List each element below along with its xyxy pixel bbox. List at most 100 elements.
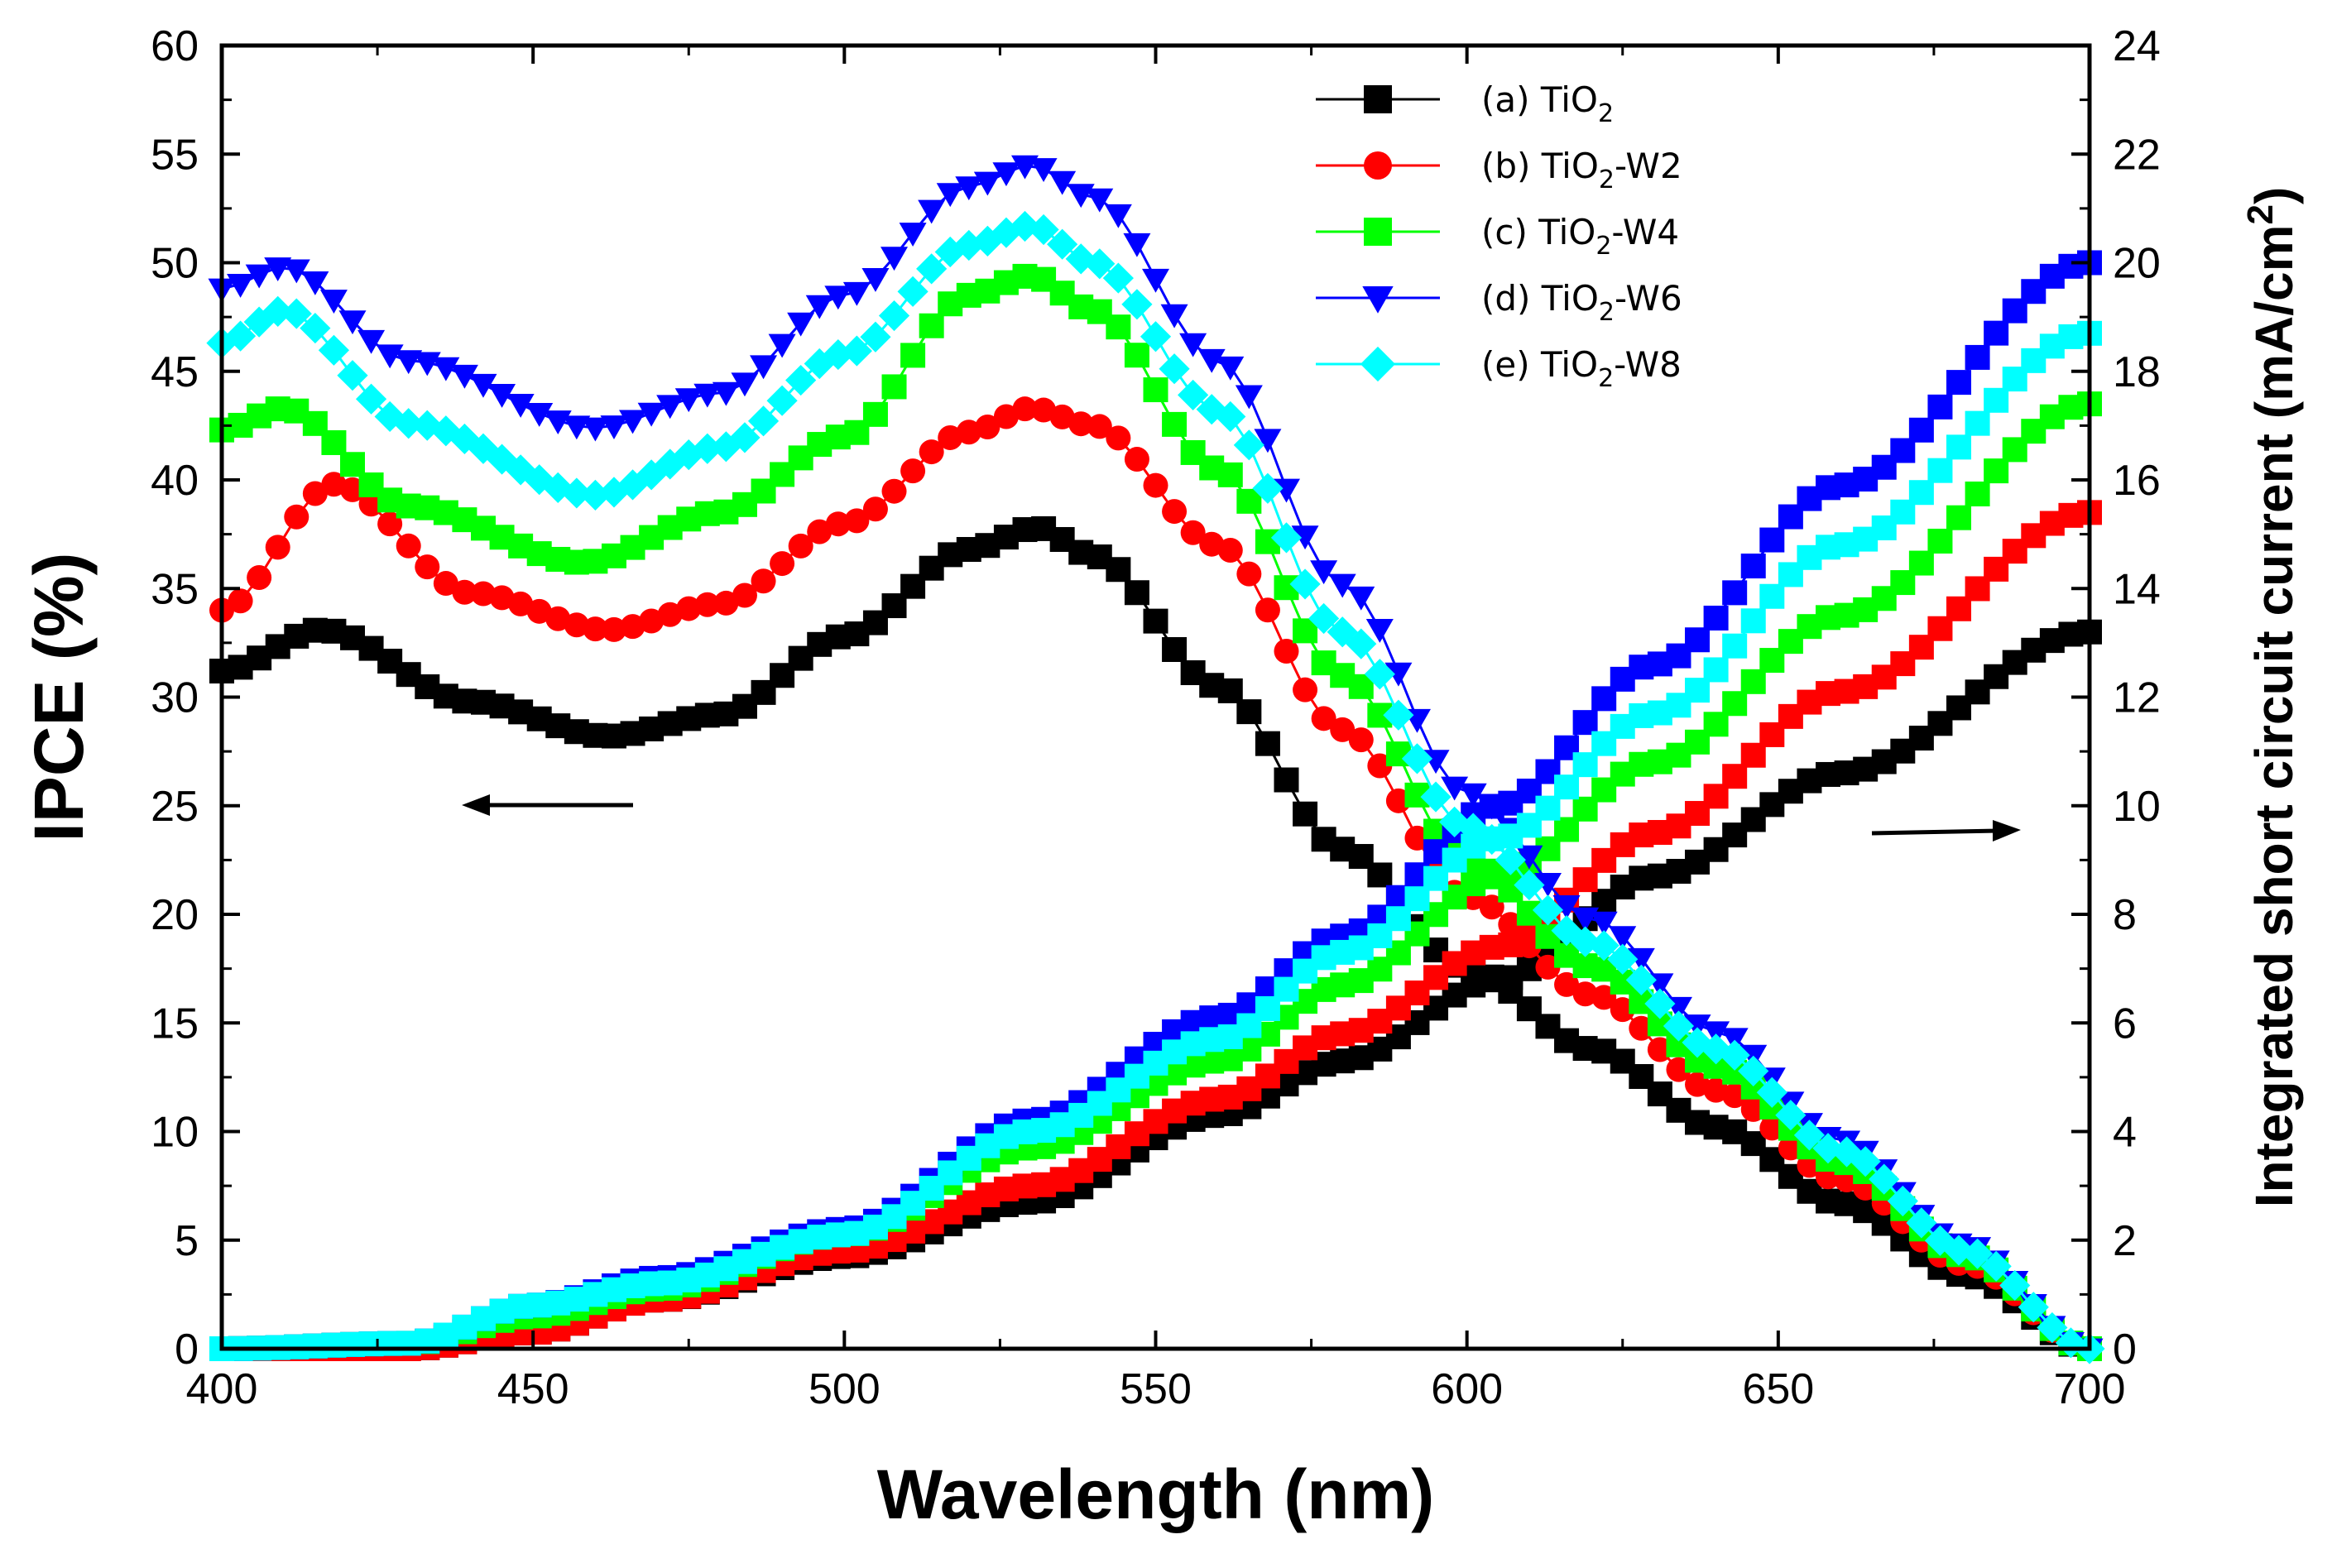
axis-indicator-arrows	[462, 794, 2021, 842]
ipce-point	[415, 554, 440, 580]
ipce-point	[430, 415, 462, 447]
ipce-point	[900, 458, 926, 484]
ipce-point	[486, 444, 518, 475]
jsc-point	[1965, 481, 1990, 506]
y-right-tick-label: 22	[2113, 131, 2161, 179]
plot-area	[206, 155, 2105, 1364]
y-left-axis-title: IPCE (%)	[20, 552, 98, 842]
jsc-point	[1908, 480, 1934, 506]
ipce-point	[1364, 659, 1395, 690]
ipce-point	[411, 410, 443, 441]
legend-label-sub: 2	[1595, 232, 1611, 261]
ipce-point	[768, 333, 796, 358]
y-right-tick-label: 4	[2113, 1109, 2137, 1157]
legend-entry: (c) TiO2-W4	[1316, 212, 1679, 261]
ipce-point	[1607, 943, 1639, 975]
ipce-point	[1162, 499, 1188, 525]
jsc-point	[1965, 410, 1990, 436]
ipce-point	[1609, 926, 1637, 951]
ipce-point	[694, 592, 720, 617]
y-right-tick-label: 20	[2113, 240, 2161, 288]
jsc-point	[1927, 528, 1953, 554]
ipce-point	[1047, 228, 1078, 260]
ipce-point	[993, 404, 1019, 429]
ipce-point	[1102, 262, 1134, 294]
ipce-point	[1385, 788, 1411, 813]
ipce-point	[1647, 1037, 1672, 1062]
y-left-tick-label: 20	[151, 891, 199, 939]
y-right-tick-label: 12	[2113, 674, 2161, 722]
jsc-point	[1554, 774, 1580, 800]
legend-label-prefix: (b) TiO	[1481, 146, 1599, 186]
ipce-point	[860, 321, 891, 352]
ipce-point	[1104, 204, 1132, 228]
ipce-point	[956, 420, 981, 445]
legend-marker	[1364, 151, 1392, 180]
ipce-point	[301, 271, 329, 295]
ipce-point	[1348, 727, 1374, 753]
ipce-point	[339, 477, 365, 502]
ipce-point	[545, 606, 571, 631]
y-left-tick-label: 55	[151, 131, 199, 179]
y-right-tick-label: 14	[2113, 565, 2161, 613]
ipce-point	[1702, 1021, 1730, 1046]
jsc-point	[1984, 387, 2009, 413]
ipce-point	[581, 417, 609, 442]
ipce-point	[1233, 429, 1264, 461]
ipce-point	[805, 295, 833, 319]
legend-label-sub: 2	[1599, 298, 1615, 327]
ipce-point	[2018, 1292, 2049, 1323]
ipce-point	[1084, 248, 1116, 280]
jsc-point	[1685, 627, 1711, 653]
ipce-point	[1252, 472, 1284, 504]
ipce-point	[1179, 333, 1207, 357]
ipce-point	[1289, 568, 1321, 600]
ipce-point	[712, 381, 740, 406]
jsc-point	[1759, 583, 1785, 609]
ipce-point	[1124, 580, 1149, 606]
ipce-point	[284, 504, 309, 530]
y-left-tick-label: 10	[151, 1109, 199, 1157]
ipce-point	[561, 477, 593, 509]
ipce-point	[1999, 1269, 2031, 1302]
ipce-point	[1180, 520, 1206, 545]
ipce-point	[878, 300, 910, 332]
ipce-point	[973, 171, 1001, 196]
ipce-point	[245, 264, 273, 289]
y-left-tick-label: 45	[151, 348, 199, 396]
ipce-point	[1293, 677, 1318, 702]
ipce-point	[919, 439, 944, 465]
ipce-point	[807, 519, 833, 544]
legend-label: (e) TiO2-W8	[1481, 344, 1682, 393]
ipce-point	[300, 312, 331, 344]
ipce-point	[1384, 662, 1413, 687]
ipce-point	[1532, 894, 1564, 926]
ipce-point	[1420, 781, 1452, 813]
y-left-tick-label: 0	[175, 1326, 199, 1374]
ipce-point	[617, 469, 649, 501]
ipce-point	[1328, 573, 1356, 598]
y-left-tick-label: 15	[151, 1000, 199, 1048]
legend-label-suffix: -W8	[1614, 344, 1682, 385]
ipce-point	[861, 267, 890, 292]
ipce-point	[1142, 268, 1169, 293]
ipce-point	[1106, 557, 1131, 583]
ipce-point	[899, 223, 927, 247]
y-left-tick-label: 35	[151, 565, 199, 613]
ipce-point	[770, 551, 795, 577]
ipce-point	[1703, 1077, 1729, 1103]
ipce-point	[224, 320, 257, 352]
x-tick-label: 550	[1120, 1365, 1192, 1413]
legend-marker	[1364, 218, 1392, 246]
ipce-point	[975, 415, 1000, 440]
ipce-point	[1887, 1185, 1918, 1217]
ipce-point	[228, 588, 253, 614]
ipce-point	[692, 433, 723, 464]
ipce-point	[1367, 753, 1393, 779]
ipce-point	[321, 472, 347, 497]
ipce-point	[637, 402, 665, 427]
y-right-title-sup: 2	[2240, 204, 2281, 224]
ipce-point	[657, 602, 683, 627]
ipce-point	[1722, 1083, 1748, 1109]
ipce-point	[747, 405, 780, 437]
